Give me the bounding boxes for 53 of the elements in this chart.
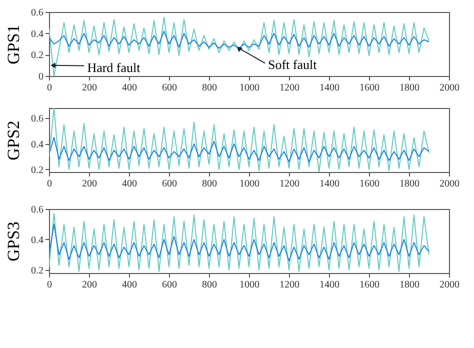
annotation: Hard fault xyxy=(87,60,141,75)
x-tick-label: 600 xyxy=(162,178,177,190)
x-tick-label: 200 xyxy=(82,178,97,190)
x-tick-label: 2000 xyxy=(440,82,460,94)
x-tick-label: 1200 xyxy=(280,178,300,190)
x-tick-label: 400 xyxy=(122,82,137,94)
line-series xyxy=(49,16,430,76)
x-tick-label: 1200 xyxy=(280,280,300,290)
y-tick-label: 0 xyxy=(38,72,44,82)
y-tick-label: 0.2 xyxy=(31,265,44,276)
x-tick-label: 1800 xyxy=(400,82,420,94)
x-tick-label: 1600 xyxy=(360,178,380,190)
annotation: Soft fault xyxy=(268,57,318,72)
x-tick-label: 400 xyxy=(122,178,137,190)
y-tick-label: 0.6 xyxy=(31,8,44,18)
y-tick-label: 0.4 xyxy=(31,139,44,150)
x-tick-label: 400 xyxy=(122,280,137,290)
x-tick-label: 1400 xyxy=(320,280,340,290)
y-tick-label: 0.2 xyxy=(31,50,44,62)
line-series xyxy=(49,108,430,172)
x-tick-label: 1200 xyxy=(280,82,300,94)
y-tick-label: 0.6 xyxy=(31,114,44,125)
line-series xyxy=(49,213,430,272)
y-tick-label: 0.4 xyxy=(31,28,44,40)
x-tick-label: 800 xyxy=(202,178,217,190)
x-tick-label: 2000 xyxy=(440,178,460,190)
x-tick-label: 2000 xyxy=(440,280,460,290)
x-tick-label: 200 xyxy=(82,82,97,94)
x-tick-label: 0 xyxy=(47,82,52,94)
y-axis-title: GPS3 xyxy=(4,222,23,262)
x-tick-label: 1000 xyxy=(240,178,260,190)
x-tick-label: 200 xyxy=(82,280,97,290)
y-axis-title: GPS2 xyxy=(4,120,23,160)
x-tick-label: 1600 xyxy=(360,280,380,290)
line-series xyxy=(49,224,430,262)
x-tick-label: 1800 xyxy=(400,280,420,290)
x-tick-label: 1400 xyxy=(320,178,340,190)
x-tick-label: 1600 xyxy=(360,82,380,94)
x-tick-label: 800 xyxy=(202,82,217,94)
y-tick-label: 0.4 xyxy=(31,234,44,246)
y-tick-label: 0.6 xyxy=(31,204,44,216)
x-tick-label: 600 xyxy=(162,82,177,94)
x-tick-label: 1000 xyxy=(240,82,260,94)
y-tick-label: 0.2 xyxy=(31,164,44,176)
x-tick-label: 1000 xyxy=(240,280,260,290)
line-series xyxy=(49,136,430,162)
x-tick-label: 1800 xyxy=(400,178,420,190)
x-tick-label: 600 xyxy=(162,280,177,290)
x-tick-label: 1400 xyxy=(320,82,340,94)
x-tick-label: 0 xyxy=(47,280,52,290)
y-axis-title: GPS1 xyxy=(4,24,23,64)
x-tick-label: 0 xyxy=(47,178,52,190)
x-tick-label: 800 xyxy=(202,280,217,290)
